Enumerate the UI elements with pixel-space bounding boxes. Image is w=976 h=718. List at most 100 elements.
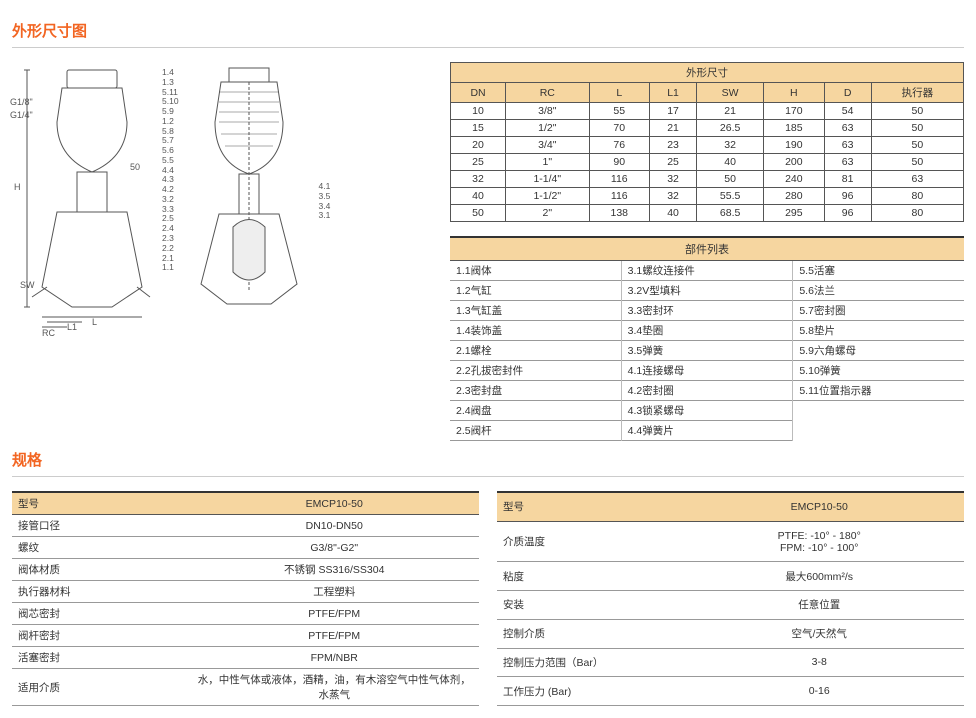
spec-header-cell: 型号 [497,492,674,521]
dim-cell: 25 [451,154,506,171]
spec-label: 阀体材质 [12,559,189,581]
dim-cell: 63 [824,120,871,137]
parts-header: 部件列表 [450,236,964,261]
spec-table-left: 型号EMCP10-50接管口径DN10-DN50螺纹G3/8"-G2"阀体材质不… [12,491,479,706]
parts-list: 部件列表 1.1阀体1.2气缸1.3气缸盖1.4装饰盖2.1螺栓2.2孔拔密封件… [450,236,964,441]
section-title-dimensions: 外形尺寸图 [12,20,964,48]
parts-item: 4.3锁紧螺母 [622,401,793,421]
dim-l1: L1 [67,322,77,332]
diagram-area: G1/8" G1/4" H SW RC L1 L 50 1.41.35.115.… [12,62,432,441]
spec-value: G3/8"-G2" [189,537,479,559]
parts-item: 3.3密封环 [622,301,793,321]
dim-cell: 50 [871,154,963,171]
dim-cell: 50 [871,103,963,120]
dim-l: L [92,317,97,327]
dim-cell: 90 [589,154,649,171]
dim-cell: 96 [824,188,871,205]
parts-item: 5.7密封圈 [793,301,964,321]
parts-item: 1.1阀体 [450,261,621,281]
parts-item: 2.5阀杆 [450,421,621,441]
dim-cell: 10 [451,103,506,120]
dim-col-header: L1 [649,83,696,103]
dim-g14: G1/4" [10,110,33,120]
dim-cell: 80 [871,188,963,205]
spec-label: 粘度 [497,562,674,591]
spec-header-cell: 型号 [12,492,189,515]
dim-col-header: RC [506,83,590,103]
spec-value: 任意位置 [674,591,964,620]
callout-list-right: 4.13.53.43.1 [319,62,331,221]
dim-cell: 170 [764,103,824,120]
parts-item: 3.5弹簧 [622,341,793,361]
spec-value: FPM/NBR [189,647,479,669]
callout-list-left: 1.41.35.115.105.91.25.85.75.65.54.44.34.… [162,62,179,273]
spec-label: 活塞密封 [12,647,189,669]
spec-value: PTFE: -10° - 180° FPM: -10° - 100° [674,521,964,561]
spec-label: 控制压力范围（Bar） [497,648,674,677]
section-drawing-icon [189,62,309,337]
parts-item: 3.4垫圈 [622,321,793,341]
parts-item: 5.5活塞 [793,261,964,281]
dim-rc: RC [42,328,55,338]
dim-cell: 40 [697,154,764,171]
dim-cell: 138 [589,205,649,222]
dim-cell: 32 [451,171,506,188]
dim-col-header: D [824,83,871,103]
dim-cell: 240 [764,171,824,188]
spec-value: PTFE/FPM [189,603,479,625]
spec-value: DN10-DN50 [189,515,479,537]
dim-cell: 63 [824,137,871,154]
spec-value: 工程塑料 [189,581,479,603]
dim-cell: 295 [764,205,824,222]
spec-value: 不锈钢 SS316/SS304 [189,559,479,581]
dim-cell: 116 [589,171,649,188]
spec-label: 执行器材料 [12,581,189,603]
dim-cell: 55.5 [697,188,764,205]
dim-col-header: H [764,83,824,103]
dim-cell: 32 [649,188,696,205]
dim-cell: 32 [649,171,696,188]
parts-item: 1.2气缸 [450,281,621,301]
dim-col-header: L [589,83,649,103]
dim-col-header: SW [697,83,764,103]
spec-label: 工作压力 (Bar) [497,677,674,706]
dim-cell: 40 [451,188,506,205]
dim-cell: 190 [764,137,824,154]
spec-header-cell: EMCP10-50 [674,492,964,521]
dim-cell: 40 [649,205,696,222]
dim-cell: 96 [824,205,871,222]
outline-drawing-icon [12,62,152,337]
section-title-specs: 规格 [12,449,964,477]
spec-label: 接管口径 [12,515,189,537]
dim-cell: 81 [824,171,871,188]
parts-item: 3.2V型填料 [622,281,793,301]
dim-cell: 1" [506,154,590,171]
parts-item: 5.10弹簧 [793,361,964,381]
dim-g18: G1/8" [10,97,33,107]
callout-label: 1.1 [162,263,179,273]
dim-50: 50 [130,162,140,172]
dim-cell: 63 [871,171,963,188]
dimensions-table: 外形尺寸DNRCLL1SWHD执行器103/8"5517211705450151… [450,62,964,222]
dim-cell: 185 [764,120,824,137]
parts-item: 2.1螺栓 [450,341,621,361]
dim-cell: 200 [764,154,824,171]
dim-sw: SW [20,280,35,290]
spec-header-cell: EMCP10-50 [189,492,479,515]
dim-cell: 280 [764,188,824,205]
dim-cell: 70 [589,120,649,137]
spec-label: 安装 [497,591,674,620]
parts-item: 4.2密封圈 [622,381,793,401]
parts-item: 1.4装饰盖 [450,321,621,341]
spec-table-right: 型号EMCP10-50介质温度PTFE: -10° - 180° FPM: -1… [497,491,964,706]
spec-value: 3-8 [674,648,964,677]
dim-cell: 76 [589,137,649,154]
dim-super-header: 外形尺寸 [451,63,964,83]
dim-cell: 23 [649,137,696,154]
dim-cell: 68.5 [697,205,764,222]
parts-item: 5.9六角螺母 [793,341,964,361]
dim-cell: 50 [697,171,764,188]
spec-value: 0-16 [674,677,964,706]
dim-cell: 1/2" [506,120,590,137]
spec-label: 适用介质 [12,669,189,706]
